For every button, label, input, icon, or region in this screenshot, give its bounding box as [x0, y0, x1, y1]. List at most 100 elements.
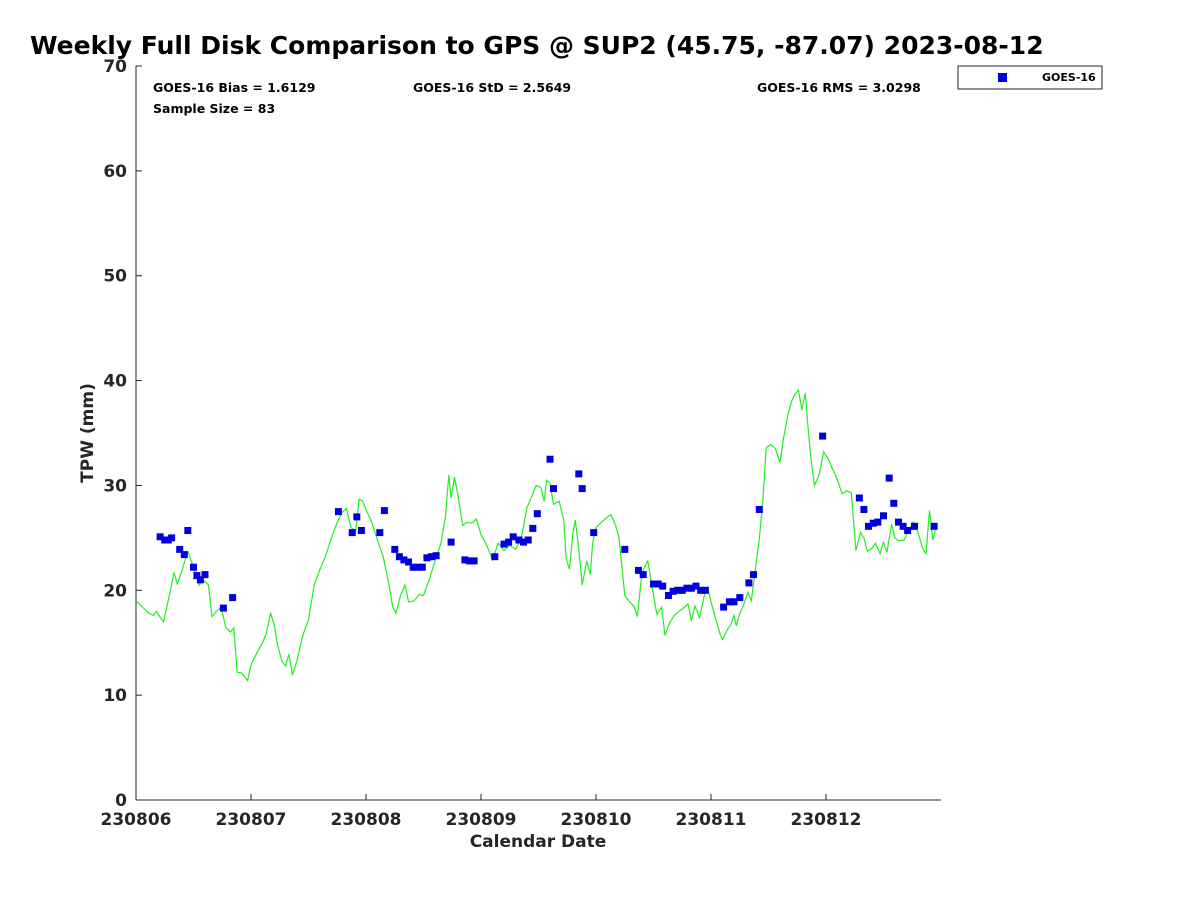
y-tick-label: 40: [103, 372, 127, 392]
goes16-data-point: [201, 571, 209, 579]
goes16-data-point: [395, 553, 403, 561]
goes16-data-point: [432, 552, 440, 560]
goes16-data-point: [466, 557, 473, 565]
goes16-data-point: [184, 527, 192, 534]
goes16-data-point: [678, 586, 686, 594]
goes16-data-point: [546, 455, 554, 463]
goes16-data-point: [353, 513, 361, 521]
goes16-data-point: [180, 551, 188, 559]
chart-title: Weekly Full Disk Comparison to GPS @ SUP…: [30, 31, 1044, 60]
goes16-data-point: [515, 536, 523, 544]
goes16-data-point: [391, 545, 399, 553]
y-axis-label: TPW (mm): [78, 383, 98, 483]
goes16-data-point: [639, 571, 647, 579]
goes16-data-point: [930, 522, 938, 530]
goes16-data-point: [659, 582, 667, 590]
goes16-data-point: [376, 529, 384, 537]
goes16-data-point: [428, 553, 436, 561]
goes16-data-point: [683, 584, 691, 592]
goes16-data-point: [447, 538, 455, 546]
goes16-data-point: [654, 580, 662, 588]
legend: GOES-16: [957, 65, 1103, 90]
goes16-data-point: [423, 554, 431, 562]
goes16-data-point: [890, 499, 898, 507]
goes16-data-point: [414, 563, 422, 571]
goes16-data-point: [461, 556, 469, 564]
goes16-data-point: [524, 536, 532, 544]
goes16-data-point: [687, 584, 695, 592]
goes16-data-point: [334, 508, 342, 516]
legend-box: [957, 65, 1103, 90]
goes16-data-point: [405, 558, 412, 566]
y-tick-label: 10: [103, 686, 127, 706]
goes16-data-point: [865, 522, 872, 530]
goes16-data-point: [720, 603, 728, 611]
legend-label: GOES-16: [1042, 71, 1096, 84]
goes16-data-point: [750, 571, 757, 579]
goes16-data-point: [509, 533, 517, 541]
goes16-data-point: [665, 592, 672, 599]
goes16-data-point: [418, 563, 426, 571]
x-tick-label: 230812: [791, 810, 862, 830]
goes16-data-point: [176, 545, 184, 553]
y-tick-label: 20: [103, 581, 127, 601]
x-tick-label: 230807: [216, 810, 287, 830]
goes16-data-point: [860, 506, 868, 513]
goes16-data-point: [409, 563, 417, 571]
goes16-data-point: [520, 538, 527, 546]
y-tick-label: 50: [103, 267, 127, 287]
goes16-data-point: [529, 524, 537, 532]
x-tick-label: 230806: [101, 810, 172, 830]
x-tick-label: 230811: [676, 810, 747, 830]
sample-size-stat: Sample Size = 83: [153, 101, 275, 116]
std-stat: GOES-16 StD = 2.5649: [413, 80, 571, 95]
goes16-data-point: [855, 494, 863, 502]
goes16-data-point: [156, 533, 164, 541]
goes16-data-point: [533, 510, 541, 518]
goes16-data-point: [621, 545, 629, 553]
rms-stat: GOES-16 RMS = 3.0298: [757, 80, 921, 95]
goes16-data-point: [669, 587, 677, 595]
y-tick-label: 70: [103, 57, 127, 77]
goes16-data-point: [491, 553, 499, 561]
goes16-data-point: [357, 527, 365, 534]
goes16-data-point: [745, 579, 753, 587]
goes16-data-point: [590, 529, 598, 537]
goes16-data-point: [550, 485, 557, 493]
y-tick-label: 60: [103, 162, 127, 182]
goes16-markers: [156, 432, 938, 612]
goes16-data-point: [650, 580, 657, 588]
goes16-data-point: [400, 556, 408, 564]
legend-marker: [998, 73, 1007, 82]
goes16-data-point: [470, 557, 478, 565]
goes16-data-point: [730, 598, 738, 606]
goes16-data-point: [193, 572, 201, 580]
goes16-data-point: [692, 582, 700, 590]
goes16-data-point: [674, 586, 682, 594]
goes16-data-point: [819, 432, 827, 440]
goes16-data-point: [697, 586, 705, 594]
y-tick-label: 30: [103, 476, 127, 496]
x-axis-label: Calendar Date: [470, 832, 607, 852]
goes16-data-point: [219, 604, 227, 612]
goes16-data-point: [196, 576, 204, 584]
goes16-data-point: [874, 518, 882, 526]
bias-stat: GOES-16 Bias = 1.6129: [153, 80, 315, 95]
plot-area: 0 10 20 30 40 50 60 70 230806 230807 230808 230809 2…: [101, 57, 941, 830]
goes16-data-point: [190, 563, 197, 571]
gps-tpw-line: [135, 388, 936, 682]
goes16-data-point: [725, 598, 733, 606]
goes16-data-point: [229, 594, 237, 602]
goes16-data-point: [168, 534, 176, 542]
x-tick-label: 230809: [446, 810, 517, 830]
goes16-data-point: [899, 522, 907, 530]
goes16-data-point: [505, 538, 513, 546]
goes16-data-point: [755, 506, 763, 513]
goes16-data-point: [885, 474, 893, 482]
goes16-data-point: [348, 529, 356, 537]
goes16-data-point: [701, 586, 709, 594]
goes16-data-point: [895, 518, 902, 526]
y-tick-label: 0: [115, 791, 127, 811]
goes16-data-point: [500, 540, 508, 548]
